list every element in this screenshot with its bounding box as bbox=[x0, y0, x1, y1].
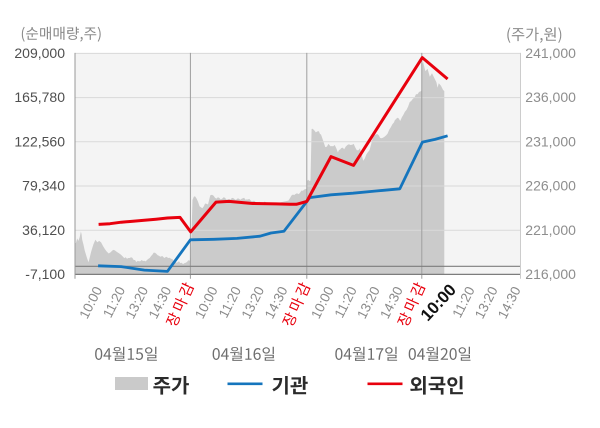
svg-text:221,000: 221,000 bbox=[525, 222, 576, 238]
svg-text:209,000: 209,000 bbox=[14, 45, 65, 61]
svg-text:122,560: 122,560 bbox=[14, 133, 65, 149]
svg-text:79,340: 79,340 bbox=[22, 178, 65, 194]
svg-text:236,000: 236,000 bbox=[525, 89, 576, 105]
svg-text:-7,100: -7,100 bbox=[25, 266, 65, 282]
svg-text:216,000: 216,000 bbox=[525, 266, 576, 282]
svg-text:165,780: 165,780 bbox=[14, 89, 65, 105]
svg-text:231,000: 231,000 bbox=[525, 133, 576, 149]
svg-text:226,000: 226,000 bbox=[525, 178, 576, 194]
svg-text:241,000: 241,000 bbox=[525, 45, 576, 61]
svg-text:36,120: 36,120 bbox=[22, 222, 65, 238]
